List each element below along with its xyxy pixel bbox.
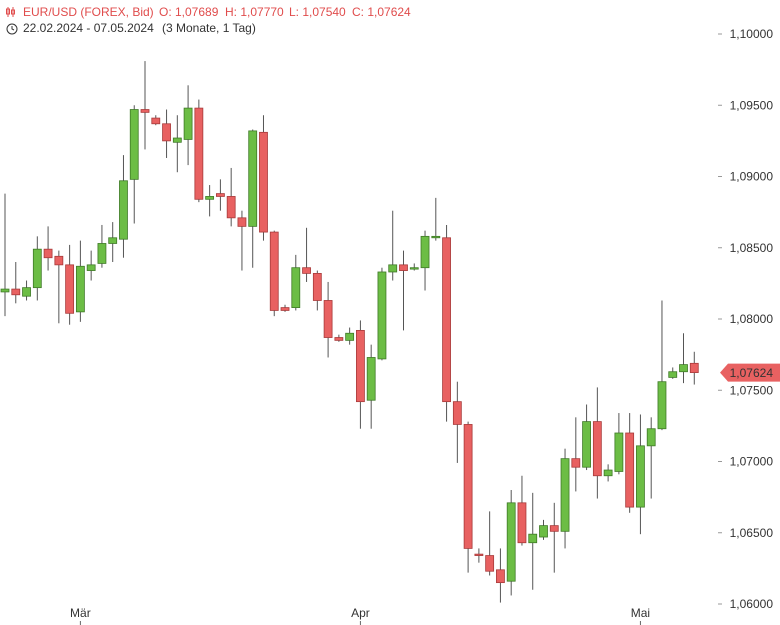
- candle-body: [108, 237, 118, 244]
- candle-body: [86, 264, 96, 271]
- candle-body: [539, 525, 548, 538]
- candle-icon: [6, 7, 15, 17]
- x-tick-label: Mär: [70, 606, 91, 620]
- candle-body: [496, 569, 505, 584]
- candle-body: [0, 288, 10, 293]
- last-price-marker: [720, 363, 780, 382]
- candle-body: [129, 109, 139, 180]
- candle-body: [592, 421, 602, 477]
- y-tick-label: 1,06000: [730, 597, 774, 611]
- candle-body: [571, 458, 581, 468]
- candle-body: [646, 428, 656, 447]
- candle-body: [205, 196, 215, 200]
- candle-body: [399, 264, 408, 271]
- x-tick-label: Mai: [631, 606, 650, 620]
- candle-body: [75, 265, 85, 313]
- candle-body: [259, 131, 268, 233]
- candle-body: [582, 421, 591, 468]
- candle-body: [442, 237, 451, 403]
- candle-body: [323, 300, 333, 338]
- candle-body: [119, 180, 128, 240]
- candle-body: [302, 267, 311, 274]
- candle-body: [356, 329, 365, 403]
- ohlc-low: L: 1,07540: [289, 5, 346, 19]
- y-tick-label: 1,08500: [730, 241, 774, 255]
- candle-body: [291, 267, 301, 309]
- candle-body: [474, 553, 484, 556]
- candle-body: [43, 248, 53, 259]
- symbol: EUR/USD (FOREX, Bid): [23, 5, 154, 19]
- candle-body: [22, 287, 31, 297]
- date-range: 22.02.2024 - 07.05.2024: [23, 21, 154, 35]
- candle-body: [151, 117, 161, 125]
- candle-body: [269, 231, 279, 311]
- candle-body: [32, 248, 42, 289]
- candle-body: [420, 235, 430, 269]
- candle-body: [549, 525, 559, 532]
- candle-body: [560, 458, 570, 532]
- ohlc-open: O: 1,07689: [159, 5, 219, 19]
- candle-body: [668, 371, 678, 378]
- candle-body: [657, 381, 667, 430]
- candle-body: [431, 235, 441, 239]
- last-price-label: 1,07624: [730, 366, 774, 380]
- clock-icon: [6, 23, 18, 35]
- candle-body: [65, 264, 75, 314]
- candle-body: [366, 357, 376, 401]
- y-tick-label: 1,09500: [730, 98, 774, 112]
- candle-body: [334, 337, 344, 341]
- candle-body: [140, 109, 150, 113]
- candle-body: [194, 107, 204, 200]
- candle-body: [485, 555, 495, 572]
- candle-body: [248, 130, 258, 227]
- y-tick-label: 1,10000: [730, 27, 774, 41]
- candle-body: [215, 193, 225, 197]
- candle-body: [172, 137, 182, 143]
- candle-body: [636, 445, 645, 508]
- candle-body: [528, 533, 538, 544]
- candle-body: [11, 288, 21, 296]
- ohlc-high: H: 1,07770: [225, 5, 284, 19]
- candle-body: [237, 217, 247, 227]
- y-tick-label: 1,07000: [730, 455, 774, 469]
- candle-body: [463, 424, 473, 549]
- candle-body: [689, 362, 699, 373]
- y-tick-label: 1,07500: [730, 383, 774, 397]
- candle-body: [409, 267, 419, 270]
- period: (3 Monate, 1 Tag): [162, 21, 256, 35]
- candle-body: [280, 307, 290, 311]
- candle-body: [345, 332, 355, 341]
- candle-body: [603, 469, 613, 477]
- candle-body: [452, 401, 462, 425]
- ohlc-close: C: 1,07624: [352, 5, 411, 19]
- candle-body: [614, 432, 624, 472]
- y-tick-label: 1,09000: [730, 170, 774, 184]
- candle-body: [388, 264, 398, 273]
- candle-body: [506, 502, 516, 582]
- candle-body: [679, 364, 688, 373]
- x-tick-label: Apr: [351, 606, 370, 620]
- candle-body: [312, 272, 322, 301]
- candle-body: [54, 255, 64, 266]
- candle-body: [377, 271, 387, 360]
- candle-body: [97, 243, 107, 264]
- candle-body: [162, 123, 171, 142]
- y-tick-label: 1,06500: [730, 526, 774, 540]
- candle-body: [226, 196, 236, 219]
- candle-body: [183, 107, 193, 140]
- candle-body: [517, 502, 527, 544]
- candle-body: [625, 432, 635, 508]
- y-tick-label: 1,08000: [730, 312, 774, 326]
